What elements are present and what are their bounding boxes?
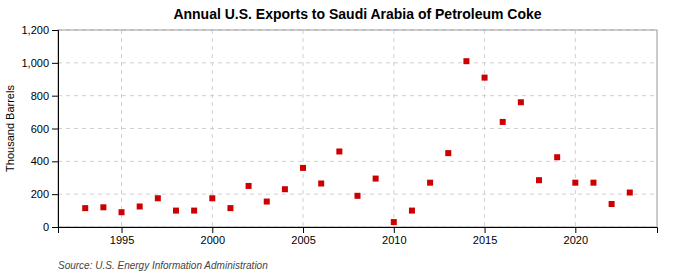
point bbox=[373, 176, 379, 182]
tick: 2010 bbox=[382, 227, 406, 246]
tick-label: 2005 bbox=[291, 234, 315, 246]
grid-line bbox=[58, 95, 657, 96]
tick-mark bbox=[303, 227, 304, 233]
tick-label: 0 bbox=[43, 221, 49, 233]
point bbox=[264, 199, 270, 205]
tick: 1995 bbox=[110, 227, 134, 246]
tick-label: 1,000 bbox=[21, 57, 49, 69]
point bbox=[500, 119, 506, 125]
tick-label: 2000 bbox=[201, 234, 225, 246]
tick-label: 600 bbox=[31, 123, 49, 135]
tick: 0 bbox=[43, 221, 58, 233]
tick-mark bbox=[212, 227, 213, 233]
tick-label: 200 bbox=[31, 188, 49, 200]
tick-label: 800 bbox=[31, 90, 49, 102]
grid-line bbox=[121, 30, 122, 227]
x-axis: 1995 2000 2005 2010 2015 2020 bbox=[59, 227, 658, 246]
point bbox=[82, 205, 88, 211]
tick-label: 1,200 bbox=[21, 24, 49, 36]
tick-label: 2020 bbox=[564, 234, 588, 246]
tick-mark bbox=[52, 227, 58, 228]
tick: 2015 bbox=[473, 227, 497, 246]
point bbox=[318, 180, 324, 186]
tick-label: 400 bbox=[31, 155, 49, 167]
point bbox=[173, 208, 179, 214]
point bbox=[209, 195, 215, 201]
tick-mark bbox=[52, 30, 58, 31]
tick-label: 2010 bbox=[382, 234, 406, 246]
tick: 200 bbox=[31, 188, 58, 200]
grid-line bbox=[393, 30, 394, 227]
points bbox=[82, 58, 633, 225]
axis-line bbox=[59, 228, 658, 234]
point bbox=[137, 203, 143, 209]
point bbox=[409, 208, 415, 214]
grid bbox=[58, 30, 657, 227]
tick-mark bbox=[575, 227, 576, 233]
tick-mark bbox=[52, 161, 58, 162]
grid-line bbox=[484, 30, 485, 227]
point bbox=[119, 209, 125, 215]
point bbox=[191, 208, 197, 214]
tick: 2000 bbox=[201, 227, 225, 246]
tick-label: 2015 bbox=[473, 234, 497, 246]
point bbox=[100, 204, 106, 210]
tick-mark bbox=[485, 227, 486, 233]
point bbox=[572, 180, 578, 186]
point bbox=[590, 180, 596, 186]
point bbox=[518, 99, 524, 105]
tick: 800 bbox=[31, 90, 58, 102]
point bbox=[445, 150, 451, 156]
tick-mark bbox=[52, 63, 58, 64]
grid-line bbox=[58, 62, 657, 63]
point bbox=[282, 186, 288, 192]
point bbox=[246, 183, 252, 189]
tick-mark bbox=[394, 227, 395, 233]
grid-line bbox=[575, 30, 576, 227]
tick: 2020 bbox=[564, 227, 588, 246]
point bbox=[355, 193, 361, 199]
tick: 600 bbox=[31, 123, 58, 135]
point bbox=[627, 190, 633, 196]
tick-mark bbox=[52, 129, 58, 130]
y-axis-label: Thousand Barrels bbox=[4, 85, 16, 172]
plot-area: 1995 2000 2005 2010 2015 2020 0 200 400 600 800 1,0… bbox=[21, 24, 657, 246]
point bbox=[336, 148, 342, 154]
plot-frame bbox=[58, 30, 657, 227]
tick: 1,200 bbox=[21, 24, 58, 36]
chart: 1995 2000 2005 2010 2015 2020 0 200 400 600 800 1,0… bbox=[0, 0, 675, 275]
point bbox=[391, 219, 397, 225]
point bbox=[482, 75, 488, 81]
tick-mark bbox=[122, 227, 123, 233]
tick-mark bbox=[52, 96, 58, 97]
axis-line bbox=[52, 31, 59, 228]
grid-line bbox=[58, 161, 657, 162]
point bbox=[463, 58, 469, 64]
point bbox=[554, 154, 560, 160]
grid-line bbox=[58, 128, 657, 129]
point bbox=[155, 195, 161, 201]
title: Annual U.S. Exports to Saudi Arabia of P… bbox=[173, 6, 541, 22]
tick-mark bbox=[52, 194, 58, 195]
point bbox=[300, 165, 306, 171]
point bbox=[427, 180, 433, 186]
point bbox=[227, 205, 233, 211]
point bbox=[536, 177, 542, 183]
grid-line bbox=[303, 30, 304, 227]
y-axis: 0 200 400 600 800 1,000 1,200 bbox=[21, 24, 58, 233]
tick: 400 bbox=[31, 155, 58, 167]
point bbox=[609, 201, 615, 207]
tick: 1,000 bbox=[21, 57, 58, 69]
source-note: Source: U.S. Energy Information Administ… bbox=[58, 260, 268, 271]
tick: 2005 bbox=[291, 227, 315, 246]
tick-label: 1995 bbox=[110, 234, 134, 246]
